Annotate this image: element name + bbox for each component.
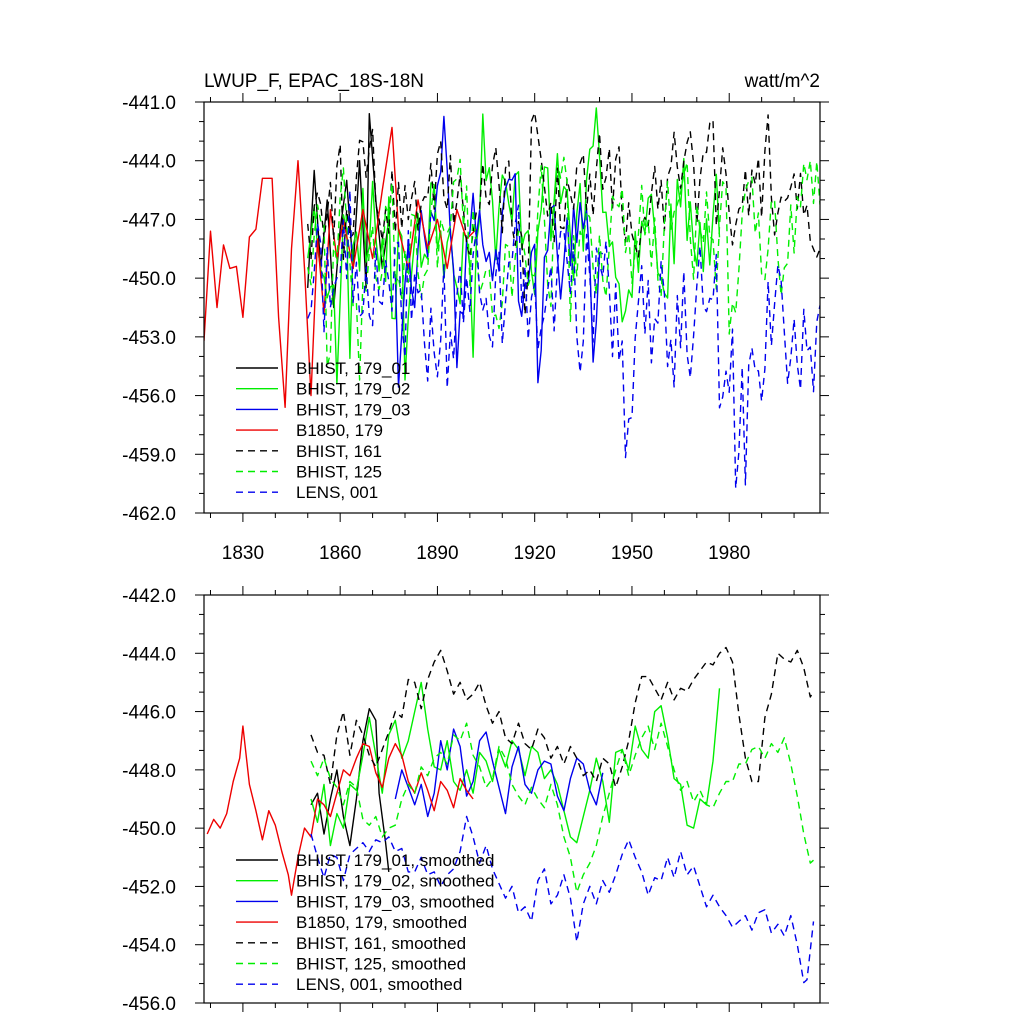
chart-title: LWUP_F, EPAC_18S-18N (204, 71, 424, 92)
series-line-bhist-179-01-smoothed (310, 708, 390, 872)
series-line-lens-001 (307, 189, 820, 489)
series-line-bhist-161-smoothed (310, 646, 815, 788)
y-tick-label: -442.0 (122, 586, 176, 607)
x-tick-label: 1920 (514, 543, 556, 564)
series-group (206, 646, 815, 984)
legend-label-b1850-179: B1850, 179 (296, 421, 383, 440)
x-tick-label: 1860 (319, 543, 361, 564)
series-line-lens-001-smoothed (310, 815, 815, 984)
y-tick-label: -459.0 (122, 445, 176, 466)
x-tick-label: 1950 (611, 543, 653, 564)
y-tick-label: -444.0 (122, 644, 176, 665)
y-tick-label: -454.0 (122, 936, 176, 957)
legend-label-bhist-179-03-smoothed: BHIST, 179_03, smoothed (296, 892, 494, 911)
legend-label-bhist-179-01-smoothed: BHIST, 179_01, smoothed (296, 851, 494, 870)
legend-label-lens-001-smoothed: LENS, 001, smoothed (296, 975, 462, 994)
legend: BHIST, 179_01, smoothed BHIST, 179_02, sm… (236, 851, 494, 994)
y-tick-label: -446.0 (122, 703, 176, 724)
series-line-b1850-179-smoothed (206, 725, 474, 896)
legend-label-b1850-179-smoothed: B1850, 179, smoothed (296, 913, 467, 932)
series-line-bhist-179-02-smoothed (310, 681, 721, 847)
top-panel: -441.0 -444.0 -447.0 -450.0 -453.0 -456.0 -459… (122, 93, 829, 564)
plot-frame (203, 594, 821, 1004)
legend-label-bhist-161-smoothed: BHIST, 161, smoothed (296, 934, 466, 953)
plot-frame (203, 101, 821, 514)
y-tick-label: -450.0 (122, 819, 176, 840)
y-tick-label: -441.0 (122, 93, 176, 114)
y-tick-label: -450.0 (122, 269, 176, 290)
series-line-bhist-161 (307, 112, 820, 315)
y-tick-label: -456.0 (122, 994, 176, 1015)
series-line-bhist-125 (307, 156, 820, 381)
y-tick-label: -453.0 (122, 328, 176, 349)
legend-label-bhist-179-01: BHIST, 179_01 (296, 359, 410, 378)
legend-label-bhist-179-03: BHIST, 179_03 (296, 400, 410, 419)
series-line-bhist-125-smoothed (310, 722, 814, 893)
y-tick-label: -444.0 (122, 152, 176, 173)
legend-label-bhist-179-02-smoothed: BHIST, 179_02, smoothed (296, 872, 494, 891)
x-tick-label: 1980 (708, 543, 750, 564)
legend-label-bhist-179-02: BHIST, 179_02 (296, 380, 410, 399)
series-group (204, 107, 820, 489)
y-tick-label: -462.0 (122, 504, 176, 525)
y-tick-label: -452.0 (122, 877, 176, 898)
y-tick-label: -456.0 (122, 387, 176, 408)
x-tick-label: 1830 (222, 543, 264, 564)
legend-label-lens-001: LENS, 001 (296, 483, 378, 502)
series-line-b1850-179 (204, 126, 477, 408)
legend-label-bhist-125-smoothed: BHIST, 125, smoothed (296, 955, 466, 974)
legend-label-bhist-161: BHIST, 161 (296, 442, 382, 461)
y-tick-label: -448.0 (122, 761, 176, 782)
bottom-panel: -442.0 -444.0 -446.0 -448.0 -450.0 -452.0 -454… (122, 586, 829, 1015)
y-tick-label: -447.0 (122, 210, 176, 231)
legend-label-bhist-125: BHIST, 125 (296, 463, 382, 482)
units-label: watt/m^2 (744, 71, 820, 92)
series-line-bhist-179-02 (307, 107, 721, 385)
x-tick-label: 1890 (416, 543, 458, 564)
series-line-bhist-179-03-smoothed (394, 728, 604, 818)
